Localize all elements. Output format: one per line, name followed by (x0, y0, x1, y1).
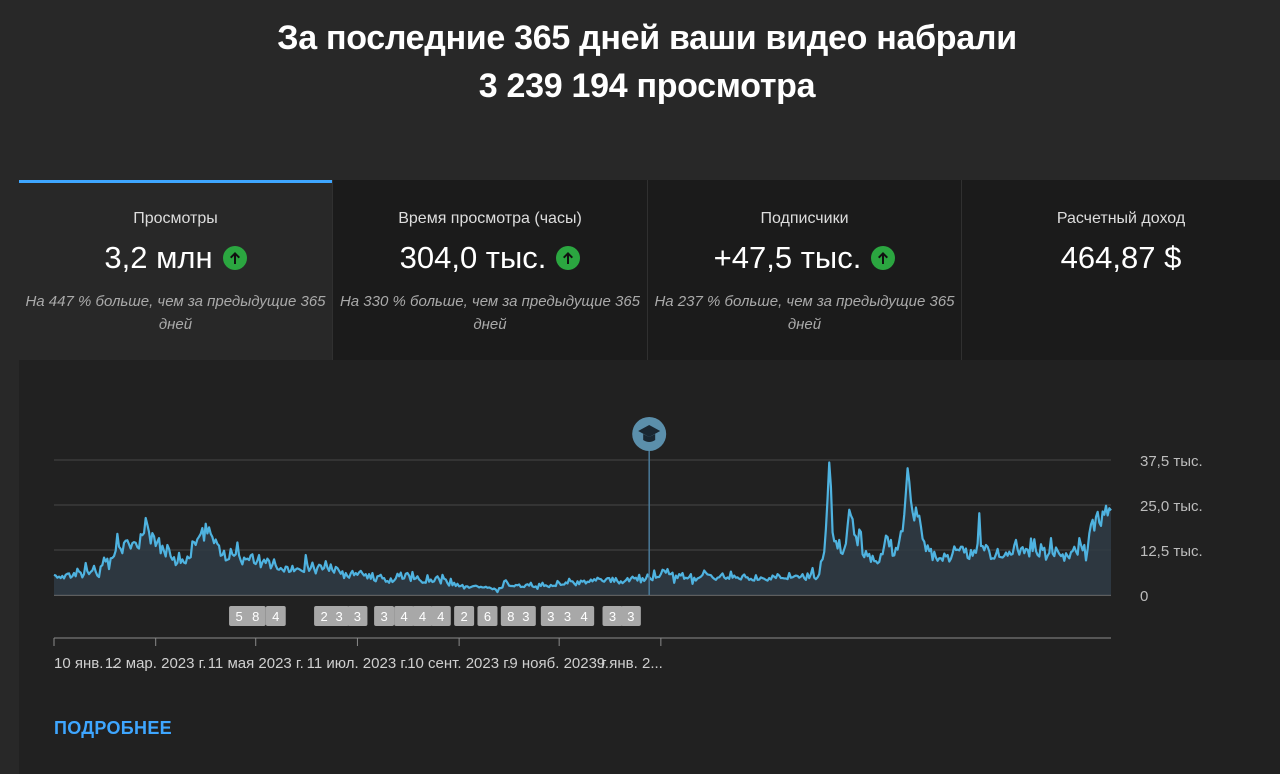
annotation-badge[interactable] (620, 606, 641, 626)
annotation-badge-count: 3 (522, 609, 529, 624)
more-link[interactable]: ПОДРОБНЕЕ (54, 718, 172, 738)
headline-line-1: За последние 365 дней ваши видео набрали (277, 19, 1017, 57)
annotation-badge-count: 6 (484, 609, 491, 624)
annotation-badge[interactable] (574, 606, 595, 626)
annotation-badge[interactable] (477, 606, 498, 626)
x-tick-label: 10 сент. 2023 г. (407, 655, 511, 672)
annotation-badge[interactable] (412, 606, 433, 626)
annotation-badge-count: 4 (581, 609, 588, 624)
tab-subscribers-value-row: +47,5 тыс. (648, 238, 961, 278)
annotation-badge[interactable] (515, 606, 536, 626)
y-tick-label: 37,5 тыс. (1140, 453, 1203, 470)
annotation-badge[interactable] (347, 606, 368, 626)
annotation-badge-count: 3 (380, 609, 387, 624)
arrow-up-icon (871, 246, 896, 270)
annotation-badge[interactable] (229, 606, 250, 626)
annotation-badge[interactable] (602, 606, 623, 626)
annotation-badge-count: 3 (564, 609, 571, 624)
annotation-badge[interactable] (430, 606, 451, 626)
tab-revenue-value: 464,87 $ (1060, 240, 1182, 275)
annotation-badge-count: 3 (354, 609, 361, 624)
views-chart-svg: 37,5 тыс.25,0 тыс.12,5 тыс.010 янв. ...1… (53, 417, 1203, 672)
annotation-badge[interactable] (557, 606, 578, 626)
annotation-badge[interactable] (500, 606, 521, 626)
tab-revenue-value-row: 464,87 $ (962, 238, 1280, 278)
tab-subscribers-desc: На 237 % больше, чем за предыдущие 365 д… (654, 293, 955, 333)
x-tick-label: 10 янв. ... (54, 655, 120, 672)
tab-subscribers-label: Подписчики (760, 210, 849, 227)
y-tick-label: 12,5 тыс. (1140, 543, 1203, 560)
annotation-badge-count: 4 (419, 609, 426, 624)
x-tick-label: 11 мая 2023 г. (208, 655, 304, 672)
analytics-card: Просмотры 3,2 млн На 447 % больше, чем з… (19, 180, 1280, 774)
headline: За последние 365 дней ваши видео набрали… (0, 14, 1280, 110)
tab-revenue-label: Расчетный доход (1056, 210, 1186, 227)
views-chart: 37,5 тыс. 25,0 тыс. 12,5 тыс. 0 10 янв. ... 1… (19, 180, 1280, 774)
tab-revenue[interactable]: Расчетный доход 464,87 $ (961, 180, 1280, 360)
annotation-badge[interactable] (245, 606, 266, 626)
tab-watch-time[interactable]: Время просмотра (часы) 304,0 тыс. На 330… (332, 180, 647, 360)
arrow-up-icon (222, 246, 247, 270)
annotation-badge[interactable] (454, 606, 475, 626)
tab-views-label: Просмотры (133, 210, 218, 227)
x-tick-label: 11 июл. 2023 г. (307, 655, 408, 672)
annotation-badge[interactable] (265, 606, 286, 626)
tab-views-value: 3,2 млн (104, 240, 213, 275)
annotation-badge-count: 2 (461, 609, 468, 624)
annotation-badge[interactable] (314, 606, 335, 626)
annotation-badge-count: 4 (437, 609, 444, 624)
annotation-badge-count: 2 (320, 609, 327, 624)
annotation-badge[interactable] (329, 606, 350, 626)
annotation-badge-count: 8 (252, 609, 259, 624)
graduation-cap-base (643, 434, 656, 442)
x-tick-label: 12 мар. 2023 г. (105, 655, 207, 672)
annotation-badge-count: 3 (627, 609, 634, 624)
x-tick-label: 9 янв. 2... (597, 655, 663, 672)
tab-subscribers[interactable]: Подписчики +47,5 тыс. На 237 % больше, ч… (647, 180, 961, 360)
annotation-badge-count: 5 (235, 609, 242, 624)
metric-tabs: Просмотры 3,2 млн На 447 % больше, чем з… (19, 180, 1280, 360)
tab-watch-time-value-row: 304,0 тыс. (333, 238, 647, 278)
views-area (54, 462, 1111, 595)
annotation-badge-count: 3 (609, 609, 616, 624)
tab-views-desc: На 447 % больше, чем за предыдущие 365 д… (25, 293, 326, 333)
active-tab-indicator (19, 180, 332, 183)
x-tick-label: 9 нояб. 2023 г. (509, 655, 609, 672)
tab-watch-time-value: 304,0 тыс. (399, 240, 547, 275)
tab-watch-time-desc: На 330 % больше, чем за предыдущие 365 д… (339, 293, 641, 333)
y-tick-label: 25,0 тыс. (1140, 498, 1203, 515)
y-tick-label: 0 (1140, 588, 1148, 605)
annotation-badge-count: 3 (547, 609, 554, 624)
annotation-badge[interactable] (540, 606, 561, 626)
views-line (53, 461, 1112, 594)
annotation-badge-count: 4 (400, 609, 407, 624)
annotation-badge-count: 4 (272, 609, 279, 624)
annotation-badge-count: 8 (507, 609, 514, 624)
annotation-badge[interactable] (394, 606, 415, 626)
annotation-badge[interactable] (374, 606, 395, 626)
tab-subscribers-value: +47,5 тыс. (713, 240, 862, 275)
headline-line-2: 3 239 194 просмотра (478, 67, 816, 105)
annotation-badge-count: 3 (335, 609, 342, 624)
arrow-up-icon (556, 246, 581, 270)
graduation-cap-top (638, 425, 661, 437)
tab-views-value-row: 3,2 млн (19, 238, 332, 278)
tab-watch-time-label: Время просмотра (часы) (398, 210, 582, 227)
tab-views[interactable]: Просмотры 3,2 млн На 447 % больше, чем з… (19, 180, 332, 360)
